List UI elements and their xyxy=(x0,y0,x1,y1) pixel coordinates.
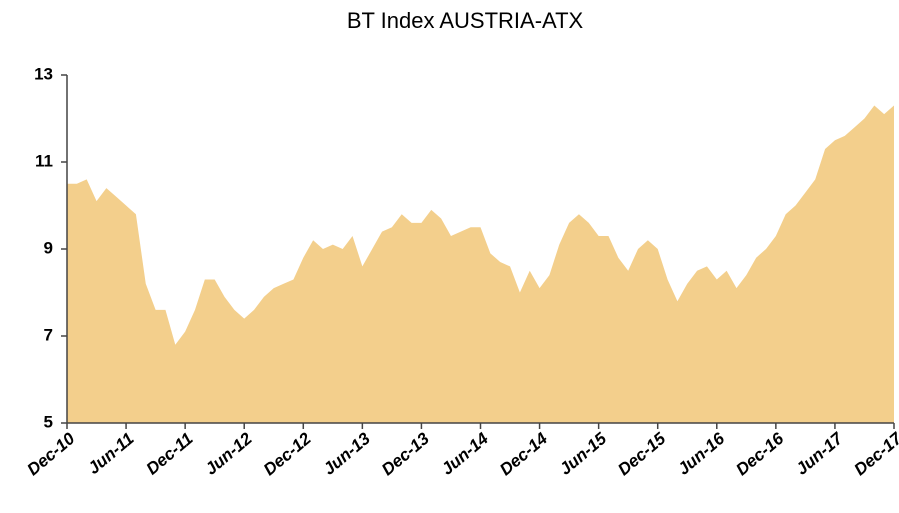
x-tick-label: Dec-13 xyxy=(378,429,433,480)
x-tick-label: Jun-17 xyxy=(792,428,847,479)
y-tick-label: 9 xyxy=(44,238,53,257)
x-tick-label: Dec-17 xyxy=(851,428,899,479)
x-tick-label: Jun-16 xyxy=(674,429,729,479)
y-tick-label: 5 xyxy=(44,412,53,431)
x-tick-label: Dec-11 xyxy=(143,429,197,479)
x-tick-label: Dec-12 xyxy=(260,429,315,480)
y-tick-label: 13 xyxy=(34,64,53,83)
area xyxy=(67,105,894,423)
x-tick-label: Jun-13 xyxy=(320,429,375,479)
x-tick-label: Jun-12 xyxy=(201,429,256,479)
y-tick-label: 7 xyxy=(44,325,53,344)
chart-title: BT Index AUSTRIA-ATX xyxy=(347,8,584,33)
x-tick-label: Jun-11 xyxy=(84,429,137,478)
x-tick-label: Dec-10 xyxy=(24,429,79,480)
y-tick-label: 11 xyxy=(35,151,53,170)
x-tick-label: Dec-15 xyxy=(614,429,669,480)
x-tick-label: Jun-15 xyxy=(556,429,611,479)
x-tick-label: Jun-14 xyxy=(438,429,493,479)
x-tick-label: Dec-14 xyxy=(496,429,551,480)
x-tick-label: Dec-16 xyxy=(732,429,787,480)
